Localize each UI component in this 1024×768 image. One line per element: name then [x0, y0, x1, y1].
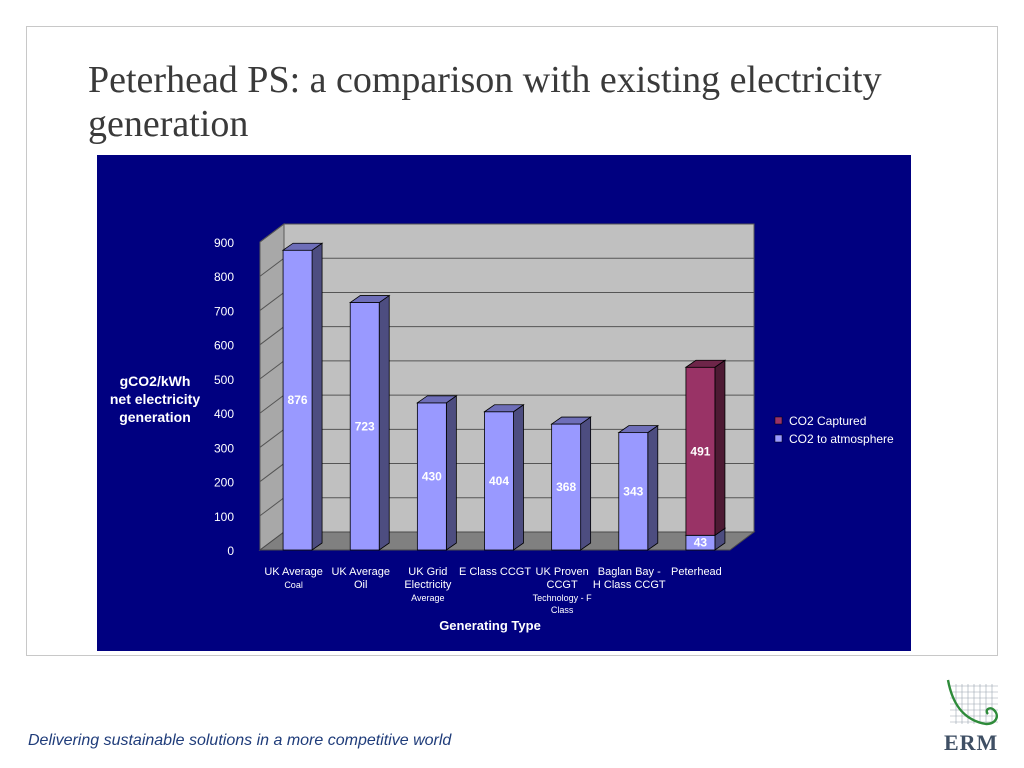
bar-top — [416, 395, 458, 404]
gridline — [259, 223, 754, 243]
logo-text: ERM — [944, 730, 999, 755]
bar — [349, 302, 380, 551]
bar-side — [714, 359, 726, 537]
y-tick-label: 400 — [214, 407, 234, 421]
chart-panel: 0 100 200 300 400 500 600 700 800 900 876 UK Averag… — [97, 155, 911, 651]
data-label: 876 — [288, 393, 308, 407]
x-category-label: Peterhead — [671, 566, 722, 578]
x-category-label: E Class CCGT — [459, 566, 531, 578]
slide-frame — [26, 26, 998, 656]
x-category-label: UK Proven CCGT Technology - F Class — [533, 566, 593, 615]
x-category-label: UK Average Coal — [264, 566, 323, 590]
y-tick-label: 0 — [227, 544, 234, 558]
y-tick-label: 200 — [214, 476, 234, 490]
bar — [282, 249, 313, 551]
data-label: 43 — [694, 536, 708, 550]
legend-swatch — [774, 434, 783, 443]
data-label: 723 — [355, 419, 375, 433]
y-tick-label: 300 — [214, 441, 234, 455]
bar-chart: 0 100 200 300 400 500 600 700 800 900 876 UK Averag… — [110, 223, 894, 633]
x-category-label: UK Average Oil — [331, 566, 390, 591]
bar-top — [550, 416, 592, 425]
erm-logo-icon — [946, 679, 998, 726]
bar-side — [378, 294, 390, 551]
y-tick-label: 600 — [214, 339, 234, 353]
data-label: 404 — [489, 474, 509, 488]
x-category-label: UK Grid Electricity Average — [404, 566, 452, 603]
bar — [618, 432, 649, 551]
legend-label: CO2 to atmosphere — [789, 432, 894, 446]
bar-side — [311, 242, 323, 551]
legend-label: CO2 Captured — [789, 414, 866, 428]
x-category-label: Baglan Bay -H Class CCGT — [593, 566, 666, 591]
y-tick-label: 500 — [214, 373, 234, 387]
data-label: 430 — [422, 469, 442, 483]
bar-top — [281, 242, 324, 251]
bar — [551, 423, 582, 551]
y-tick-label: 900 — [214, 236, 234, 250]
bar-top — [684, 359, 727, 368]
bar-top — [348, 295, 391, 303]
bar-side — [513, 403, 524, 551]
bar-side — [647, 424, 659, 551]
data-label: 343 — [623, 484, 643, 498]
bar-side — [580, 416, 592, 551]
footer-tagline: Delivering sustainable solutions in a mo… — [28, 732, 452, 749]
bar-top — [483, 404, 525, 413]
data-label: 491 — [690, 444, 710, 458]
y-tick-label: 100 — [214, 510, 234, 524]
bar — [416, 402, 447, 551]
slide-title: Peterhead PS: a comparison with existing… — [88, 59, 882, 145]
bar-side — [445, 395, 457, 551]
y-axis-title: gCO2/kWh net electricity generation — [110, 373, 200, 425]
bar-top — [617, 425, 660, 434]
legend-swatch — [774, 416, 783, 425]
y-tick-label: 800 — [214, 270, 234, 284]
x-axis-title: Generating Type — [439, 618, 541, 633]
data-label: 368 — [556, 480, 576, 494]
bar — [484, 411, 514, 551]
y-tick-label: 700 — [214, 304, 234, 318]
